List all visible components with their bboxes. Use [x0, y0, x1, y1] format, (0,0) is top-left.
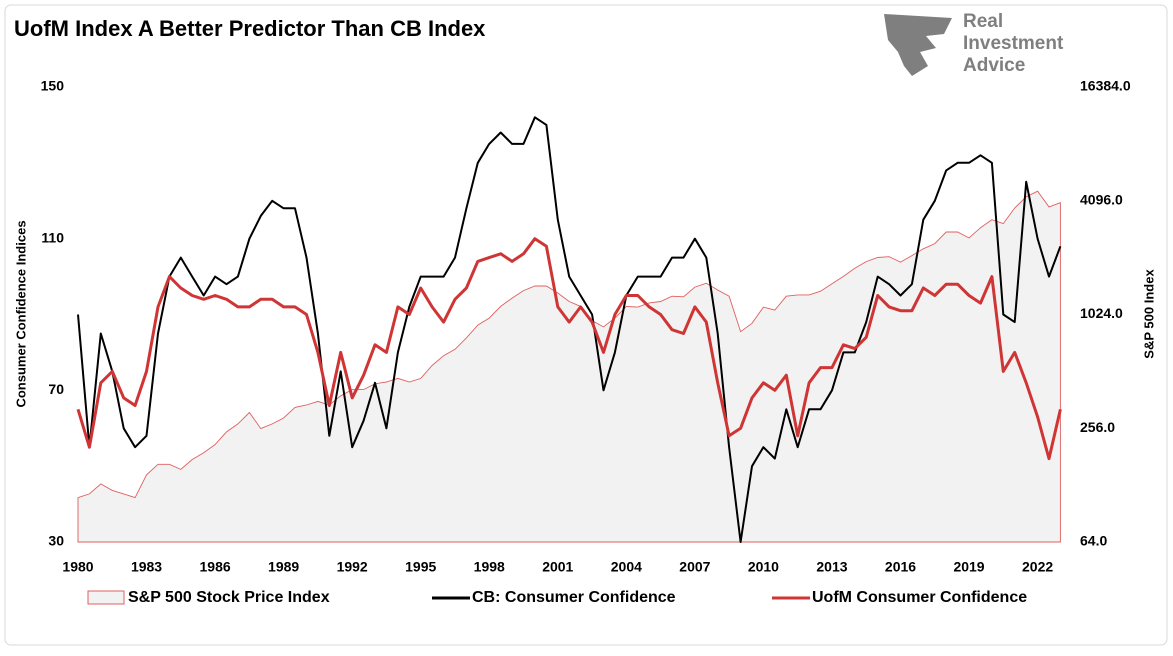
chart-title: UofM Index A Better Predictor Than CB In…: [14, 16, 486, 41]
x-tick-label: 1989: [268, 559, 299, 575]
x-tick-label: 2010: [748, 559, 779, 575]
x-tick-label: 1992: [337, 559, 368, 575]
y2-tick-label: 16384.0: [1080, 78, 1131, 94]
logo-text: Real: [963, 11, 1003, 32]
y2-axis-label: S&P 500 Index: [1141, 269, 1156, 359]
x-tick-label: 2022: [1022, 559, 1053, 575]
x-tick-label: 2019: [953, 559, 984, 575]
legend-swatch: [87, 590, 125, 605]
x-tick-label: 1998: [474, 559, 505, 575]
logo-text: Investment: [963, 33, 1064, 54]
y-tick-label: 150: [41, 78, 65, 94]
x-tick-label: 1995: [405, 559, 436, 575]
y-tick-label: 110: [41, 229, 64, 245]
legend-label: S&P 500 Stock Price Index: [128, 589, 330, 606]
y-axis-label: Consumer Confidence Indices: [13, 220, 28, 407]
x-tick-label: 2004: [611, 559, 642, 575]
y2-tick-label: 256.0: [1080, 419, 1115, 435]
y2-tick-label: 1024.0: [1080, 305, 1123, 321]
y2-tick-label: 4096.0: [1080, 191, 1123, 207]
line: [76, 237, 1062, 461]
legend-label: CB: Consumer Confidence: [472, 589, 676, 606]
y-tick-label: 30: [48, 533, 64, 549]
x-tick-label: 1983: [131, 559, 162, 575]
line: [77, 116, 1062, 543]
x-tick-label: 2016: [885, 559, 916, 575]
x-tick-label: 2007: [679, 559, 710, 575]
logo: Real Investment Advice: [884, 11, 1064, 76]
y2-tick-label: 64.0: [1080, 533, 1107, 549]
logo-icon: [884, 14, 952, 76]
logo-text: Advice: [963, 55, 1025, 76]
legend-label: UofM Consumer Confidence: [812, 589, 1027, 606]
x-tick-label: 2013: [816, 559, 847, 575]
x-tick-label: 1986: [200, 559, 231, 575]
y-tick-label: 70: [48, 381, 64, 397]
area: [77, 190, 1061, 543]
x-tick-label: 2001: [542, 559, 573, 575]
x-tick-label: 1980: [62, 559, 93, 575]
